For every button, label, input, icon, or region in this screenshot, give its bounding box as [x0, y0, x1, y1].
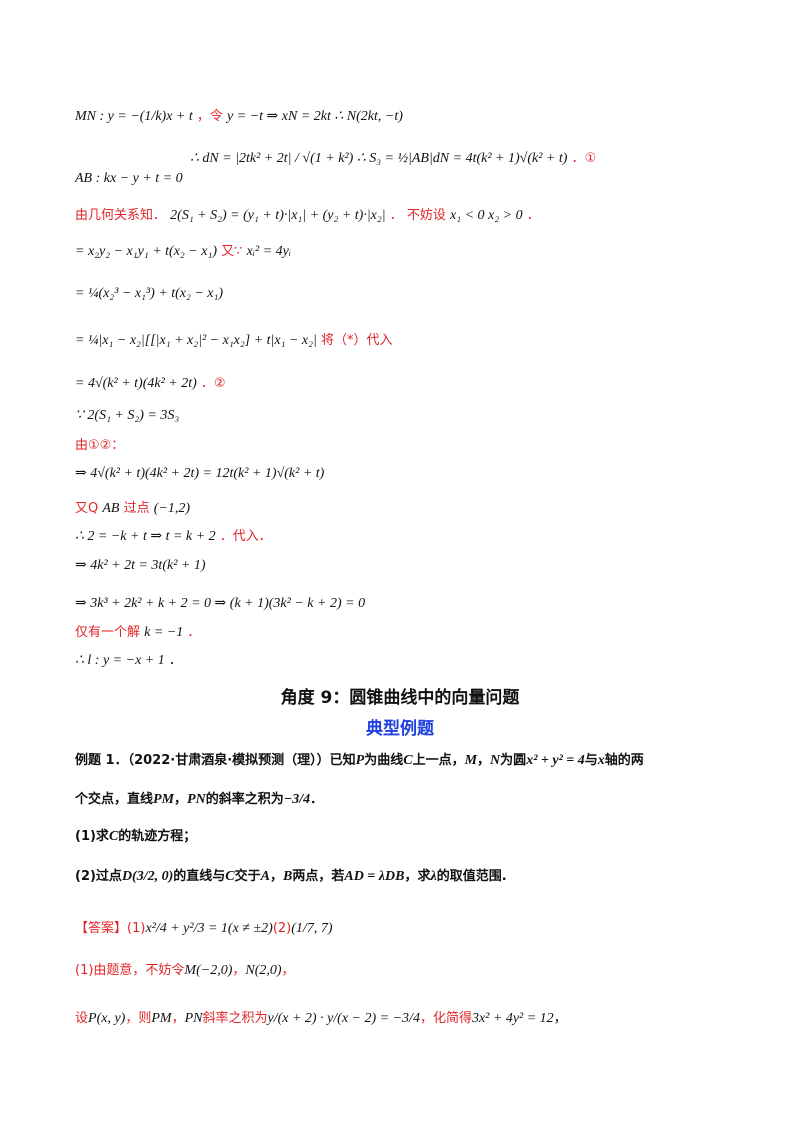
derivation-line-1: MN : y = −(1/k)x + t ，令 y = −t ⇒ xN = 2k… [75, 108, 403, 126]
derivation-line-14: ⇒ 4k² + 2t = 3t(k² + 1) [75, 557, 206, 575]
math-sign-assumption: x₁ < 0 x₂ > 0 [450, 208, 523, 223]
derivation-line-4: 由几何关系知． 2(S₁ + S₂) = (y₁ + t)·|x₁| + (y₂… [75, 207, 540, 225]
math-parabola-relation: xᵢ² = 4yᵢ [246, 244, 292, 259]
answer-label: 【答案】 [75, 921, 128, 936]
note-geometry: 由几何关系知． [75, 208, 167, 223]
derivation-line-8: = 4√(k² + t)(4k² + 2t) ．② [75, 375, 226, 393]
math-simplify: ⇒ 4k² + 2t = 3t(k² + 1) [75, 558, 206, 573]
math-point: (−1,2) [153, 501, 191, 516]
math-line-l: ∴ l : y = −x + 1 [75, 653, 165, 668]
math-area-relation: ∵ 2(S₁ + S₂) = 3S₃ [75, 408, 180, 423]
derivation-line-5: = x₂y₂ − x₁y₁ + t(x₂ − x₁) 又∵ xᵢ² = 4yᵢ [75, 243, 291, 261]
math-k-value: k = −1 [144, 625, 184, 640]
answer-1: x²/4 + y²/3 = 1(x ≠ ±2) [145, 921, 273, 936]
derivation-line-9: ∵ 2(S₁ + S₂) = 3S₃ [75, 407, 179, 425]
solution-line-1: (1)由题意，不妨令M(−2,0)，N(2,0)， [75, 963, 295, 978]
vector-relation: AD = λDB [344, 869, 405, 884]
math-area-sum: 2(S₁ + S₂) = (y₁ + t)·|x₁| + (y₂ + t)·|x… [170, 208, 386, 223]
math-mn-line: MN : y = −(1/k)x + t [75, 109, 193, 124]
math-distance-area: ∴ dN = |2tk² + 2t| / √(1 + k²) ∴ S₃ = ½|… [190, 151, 568, 166]
derivation-line-16: 仅有一个解 k = −1 ． [75, 624, 200, 642]
derivation-line-7: = ¼|x₁ − x₂|[[|x₁ + x₂|² − x₁x₂] + t|x₁ … [75, 332, 393, 350]
math-n-point: y = −t ⇒ xN = 2kt ∴ N(2kt, −t) [227, 109, 403, 124]
derivation-line-2: ∴ dN = |2tk² + 2t| / √(1 + k²) ∴ S₃ = ½|… [190, 150, 596, 168]
note-ling: ，令 [196, 109, 223, 124]
derivation-line-10: 由①②： [75, 437, 124, 455]
period: ． [187, 625, 201, 640]
note-substitute: 将（*）代入 [321, 333, 393, 348]
answer-2: (1/7, 7) [291, 921, 333, 936]
note-again: 又∵ [221, 244, 243, 259]
derivation-line-11: ⇒ 4√(k² + t)(4k² + 2t) = 12t(k² + 1)√(k²… [75, 465, 324, 483]
math-cubic-diff: = ¼(x₂³ − x₁³) + t(x₂ − x₁) [75, 286, 224, 301]
math-cubic: ⇒ 3k³ + 2k² + k + 2 = 0 ⇒ (k + 1)(3k² − … [75, 596, 366, 611]
note-also: 又Q [75, 501, 99, 516]
question-2: (2)过点D(3/2, 0)的直线与C交于A，B两点，若AD = λDB，求λ的… [75, 869, 507, 884]
example-line-2: 个交点，直线PM，PN的斜率之积为−3/4． [75, 792, 324, 807]
math-expand: = x₂y₂ − x₁y₁ + t(x₂ − x₁) [75, 244, 217, 259]
math-result-2: = 4√(k² + t)(4k² + 2t) [75, 376, 197, 391]
section-title: 角度 9：圆锥曲线中的向量问题 [280, 688, 520, 708]
marker-2: ．② [200, 376, 226, 391]
marker-1: ．① [571, 151, 597, 166]
math-ab: AB [102, 501, 120, 516]
section-subtitle: 典型例题 [366, 719, 434, 739]
math-t-value: ∴ 2 = −k + t ⇒ t = k + 2 [75, 529, 216, 544]
solution-line-2: 设P(x, y)，则PM，PN斜率之积为y/(x + 2) · y/(x − 2… [75, 1011, 567, 1026]
math-equation: ⇒ 4√(k² + t)(4k² + 2t) = 12t(k² + 1)√(k²… [75, 466, 325, 481]
derivation-line-3: AB : kx − y + t = 0 [75, 170, 183, 188]
derivation-line-13: ∴ 2 = −k + t ⇒ t = k + 2 ．代入． [75, 528, 272, 546]
math-ab-line: AB : kx − y + t = 0 [75, 171, 183, 186]
question-1: (1)求C的轨迹方程； [75, 829, 197, 844]
derivation-line-12: 又Q AB 过点 (−1,2) [75, 500, 190, 518]
note-substitute-in: ．代入． [219, 529, 272, 544]
note-unique: 仅有一个解 [75, 625, 141, 640]
slope-product: y/(x + 2) · y/(x − 2) = −3/4 [267, 1011, 420, 1026]
note-assume: ． 不妨设 [389, 208, 446, 223]
derivation-line-6: = ¼(x₂³ − x₁³) + t(x₂ − x₁) [75, 285, 223, 303]
answer-line: 【答案】(1)x²/4 + y²/3 = 1(x ≠ ±2)(2)(1/7, 7… [75, 921, 333, 936]
example-line-1: 例题 1．（2022·甘肃酒泉·模拟预测（理））已知P为曲线C上一点，M，N为圆… [75, 753, 644, 768]
note-passes: 过点 [123, 501, 150, 516]
math-factor: = ¼|x₁ − x₂|[[|x₁ + x₂|² − x₁x₂] + t|x₁ … [75, 333, 317, 348]
note-from-1-2: 由①②： [75, 438, 125, 453]
derivation-line-15: ⇒ 3k³ + 2k² + k + 2 = 0 ⇒ (k + 1)(3k² − … [75, 595, 365, 613]
simplified-equation: 3x² + 4y² = 12 [471, 1011, 554, 1026]
derivation-line-17: ∴ l : y = −x + 1 ． [75, 652, 182, 670]
period: ． [168, 653, 182, 668]
period: ． [526, 208, 540, 223]
